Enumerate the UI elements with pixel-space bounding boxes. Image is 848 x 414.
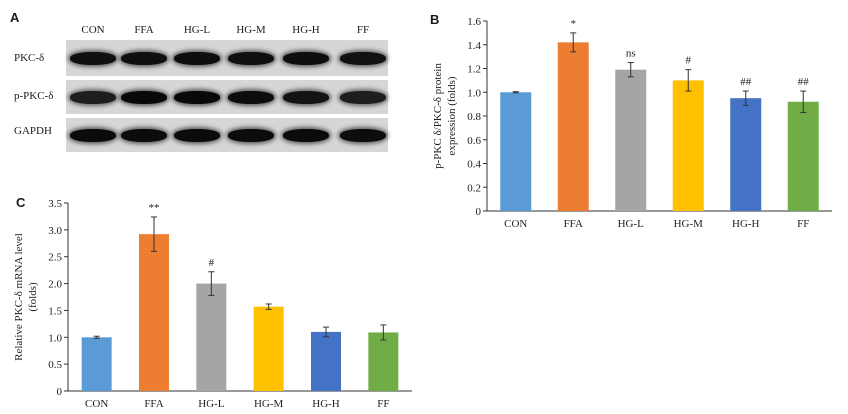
y-tick-label: 1.2 xyxy=(467,64,481,76)
x-tick-label: FFA xyxy=(144,398,163,410)
y-tick-label: 2.5 xyxy=(48,252,62,264)
y-tick-label: 3.5 xyxy=(48,198,62,210)
lane-label: HG-H xyxy=(292,24,320,36)
y-axis-label: (folds) xyxy=(27,282,39,312)
bar xyxy=(139,234,169,391)
x-tick-label: FFA xyxy=(564,218,583,230)
y-tick-label: 0 xyxy=(476,206,482,218)
panel-a-letter: A xyxy=(10,10,20,25)
x-tick-label: FF xyxy=(797,218,809,230)
blot-band xyxy=(228,90,274,104)
blot-band xyxy=(174,51,220,65)
blot-band xyxy=(174,90,220,104)
x-tick-label: HG-L xyxy=(198,398,225,410)
blot-strip-p-pkc xyxy=(66,80,388,114)
blot-band xyxy=(121,51,167,65)
y-tick-label: 0.4 xyxy=(467,159,481,171)
bar xyxy=(557,42,589,211)
bar xyxy=(787,101,819,211)
lane-label: HG-M xyxy=(236,24,266,36)
significance-label: ns xyxy=(626,48,636,60)
bar xyxy=(730,98,762,211)
significance-label: ## xyxy=(798,76,810,88)
blot-row-label: p-PKC-δ xyxy=(14,90,54,102)
x-tick-label: HG-M xyxy=(674,218,704,230)
blot-band xyxy=(283,128,329,142)
bar xyxy=(311,331,341,391)
bar xyxy=(81,337,112,391)
lane-label: FF xyxy=(356,24,370,36)
blot-band xyxy=(283,51,329,65)
panel-b-letter: B xyxy=(430,12,440,27)
blot-strip-gapdh xyxy=(66,118,388,152)
significance-label: ** xyxy=(149,202,160,214)
blot-band xyxy=(70,128,116,142)
y-tick-label: 0.5 xyxy=(48,359,62,371)
significance-label: ## xyxy=(740,76,752,88)
y-tick-label: 3.0 xyxy=(48,225,62,237)
x-tick-label: HG-M xyxy=(254,398,284,410)
bar xyxy=(672,80,704,211)
y-axis-label: Relative PKC-δ mRNA level xyxy=(13,233,25,361)
y-axis-label: expression (folds) xyxy=(446,76,458,155)
western-blot-panel: CON FFA HG-L HG-M HG-H FF PKC-δ p-PKC-δ … xyxy=(0,0,400,160)
y-tick-label: 1.4 xyxy=(467,40,481,52)
x-tick-label: CON xyxy=(504,218,527,230)
x-tick-label: HG-H xyxy=(312,398,340,410)
significance-label: # xyxy=(209,257,215,269)
y-axis-label: p-PKC δ/PKC-δ protein xyxy=(432,63,444,169)
y-tick-label: 1.0 xyxy=(48,332,62,344)
x-tick-label: FF xyxy=(377,398,389,410)
blot-band xyxy=(228,128,274,142)
bar xyxy=(615,69,647,211)
blot-band xyxy=(340,128,386,142)
y-tick-label: 0 xyxy=(57,386,63,398)
lane-label: HG-L xyxy=(183,24,211,36)
y-tick-label: 1.5 xyxy=(48,305,62,317)
x-tick-label: HG-L xyxy=(618,218,645,230)
bar xyxy=(368,332,399,391)
blot-band xyxy=(228,51,274,65)
bar xyxy=(253,306,284,391)
y-tick-label: 1.6 xyxy=(467,16,481,28)
bar xyxy=(500,92,532,211)
lane-label: CON xyxy=(81,24,105,36)
lane-label: FFA xyxy=(134,24,154,36)
blot-band xyxy=(70,90,116,104)
blot-strip-pkc xyxy=(66,40,388,76)
y-tick-label: 0.8 xyxy=(467,111,481,123)
blot-band xyxy=(121,90,167,104)
y-tick-label: 1.0 xyxy=(467,87,481,99)
bar xyxy=(196,283,227,391)
y-tick-label: 0.6 xyxy=(467,135,481,147)
blot-row-label: GAPDH xyxy=(14,125,52,137)
panel-c-letter: C xyxy=(16,195,26,210)
significance-label: * xyxy=(571,18,577,30)
blot-band xyxy=(340,90,386,104)
significance-label: # xyxy=(686,55,692,67)
blot-band xyxy=(174,128,220,142)
blot-band xyxy=(121,128,167,142)
y-tick-label: 2.0 xyxy=(48,279,62,291)
blot-band xyxy=(283,90,329,104)
blot-band xyxy=(70,51,116,65)
blot-band xyxy=(340,51,386,65)
y-tick-label: 0.2 xyxy=(467,182,481,194)
x-tick-label: HG-H xyxy=(732,218,760,230)
blot-row-label: PKC-δ xyxy=(14,52,45,64)
x-tick-label: CON xyxy=(85,398,108,410)
